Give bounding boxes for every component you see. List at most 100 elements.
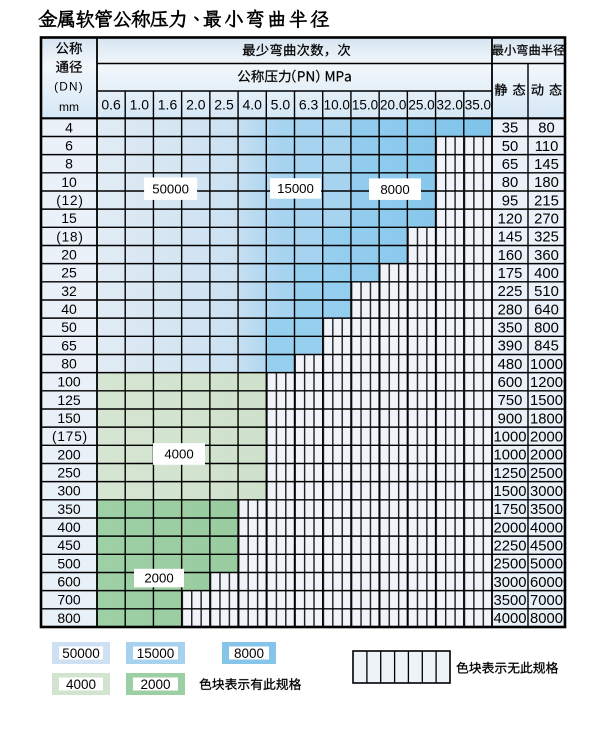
svg-text:1500: 1500 — [530, 393, 563, 409]
svg-text:50000: 50000 — [62, 646, 100, 661]
svg-text:400: 400 — [534, 266, 559, 282]
svg-text:1.6: 1.6 — [158, 96, 178, 112]
svg-text:0.6: 0.6 — [101, 96, 121, 112]
svg-text:215: 215 — [534, 193, 559, 209]
svg-text:20: 20 — [61, 247, 77, 263]
svg-text:360: 360 — [534, 248, 559, 264]
svg-text:8000: 8000 — [380, 182, 409, 197]
svg-text:2000: 2000 — [530, 448, 563, 464]
svg-text:900: 900 — [498, 411, 523, 427]
svg-text:4000: 4000 — [530, 520, 563, 536]
svg-text:80: 80 — [538, 121, 554, 137]
svg-text:110: 110 — [535, 139, 559, 155]
svg-text:2000: 2000 — [494, 520, 527, 536]
svg-text:25: 25 — [61, 265, 77, 281]
svg-text:4000: 4000 — [66, 677, 96, 692]
svg-text:120: 120 — [498, 211, 523, 227]
svg-text:845: 845 — [534, 339, 559, 355]
svg-text:80: 80 — [61, 356, 77, 372]
svg-text:(18): (18) — [56, 229, 84, 244]
svg-text:80: 80 — [502, 175, 518, 191]
svg-text:mm: mm — [59, 100, 79, 114]
svg-text:270: 270 — [534, 211, 559, 227]
svg-text:35.0: 35.0 — [465, 97, 491, 112]
svg-text:20.0: 20.0 — [380, 97, 406, 112]
svg-text:6: 6 — [65, 138, 73, 154]
svg-text:3000: 3000 — [494, 575, 527, 591]
svg-text:3000: 3000 — [530, 484, 563, 500]
svg-text:2.0: 2.0 — [186, 96, 206, 112]
svg-text:1750: 1750 — [494, 502, 527, 518]
svg-text:500: 500 — [57, 555, 81, 571]
svg-text:(DN): (DN) — [54, 80, 84, 94]
svg-text:800: 800 — [534, 320, 559, 336]
svg-text:32: 32 — [61, 283, 77, 299]
svg-text:1200: 1200 — [530, 375, 563, 391]
svg-text:40: 40 — [61, 301, 77, 317]
svg-text:350: 350 — [498, 320, 523, 336]
svg-text:1000: 1000 — [530, 357, 563, 373]
svg-text:2000: 2000 — [144, 571, 173, 586]
svg-text:200: 200 — [57, 446, 81, 462]
svg-text:4000: 4000 — [494, 611, 527, 627]
svg-text:145: 145 — [498, 230, 523, 246]
svg-text:640: 640 — [534, 302, 559, 318]
svg-text:3500: 3500 — [530, 502, 563, 518]
svg-text:4: 4 — [65, 119, 73, 135]
svg-text:15: 15 — [61, 210, 77, 226]
svg-text:7000: 7000 — [530, 593, 563, 609]
svg-text:600: 600 — [57, 574, 81, 590]
svg-text:6.3: 6.3 — [299, 96, 319, 112]
svg-text:95: 95 — [502, 193, 518, 209]
svg-text:300: 300 — [57, 483, 81, 499]
svg-text:8: 8 — [65, 156, 73, 172]
svg-text:32.0: 32.0 — [437, 97, 463, 112]
svg-text:1800: 1800 — [530, 411, 563, 427]
svg-text:3500: 3500 — [494, 593, 527, 609]
svg-text:15000: 15000 — [277, 181, 314, 196]
svg-text:50: 50 — [61, 319, 77, 335]
svg-text:65: 65 — [502, 157, 518, 173]
svg-text:10: 10 — [61, 174, 77, 190]
svg-text:2500: 2500 — [530, 466, 563, 482]
svg-text:1500: 1500 — [494, 484, 527, 500]
svg-text:1.0: 1.0 — [130, 96, 150, 112]
svg-text:65: 65 — [61, 337, 77, 353]
svg-text:225: 225 — [498, 284, 523, 300]
svg-text:50: 50 — [502, 139, 518, 155]
svg-text:800: 800 — [57, 610, 81, 626]
svg-text:280: 280 — [498, 302, 523, 318]
svg-text:4500: 4500 — [530, 538, 563, 554]
svg-text:100: 100 — [57, 374, 81, 390]
svg-text:6000: 6000 — [530, 575, 563, 591]
svg-text:160: 160 — [498, 248, 523, 264]
svg-text:700: 700 — [57, 592, 81, 608]
svg-text:2000: 2000 — [140, 677, 170, 692]
svg-text:4000: 4000 — [164, 447, 193, 462]
svg-text:1000: 1000 — [494, 429, 527, 445]
svg-text:480: 480 — [498, 357, 523, 373]
svg-text:175: 175 — [498, 266, 523, 282]
svg-text:1250: 1250 — [494, 466, 527, 482]
svg-text:8000: 8000 — [530, 611, 563, 627]
svg-text:600: 600 — [498, 375, 523, 391]
svg-text:8000: 8000 — [234, 646, 264, 661]
svg-text:5000: 5000 — [530, 557, 563, 573]
svg-text:10.0: 10.0 — [324, 97, 350, 112]
svg-text:2250: 2250 — [494, 538, 527, 554]
svg-text:400: 400 — [57, 519, 81, 535]
svg-text:1000: 1000 — [494, 448, 527, 464]
svg-text:2000: 2000 — [530, 429, 563, 445]
svg-text:510: 510 — [534, 284, 559, 300]
svg-text:125: 125 — [57, 392, 81, 408]
svg-text:5.0: 5.0 — [271, 96, 291, 112]
svg-text:750: 750 — [498, 393, 523, 409]
svg-text:350: 350 — [57, 501, 81, 517]
svg-text:2.5: 2.5 — [214, 96, 234, 112]
svg-text:25.0: 25.0 — [408, 97, 434, 112]
svg-text:145: 145 — [534, 157, 559, 173]
svg-text:180: 180 — [534, 175, 559, 191]
svg-text:50000: 50000 — [152, 181, 189, 196]
svg-text:15.0: 15.0 — [352, 97, 378, 112]
svg-text:(12): (12) — [56, 193, 84, 208]
